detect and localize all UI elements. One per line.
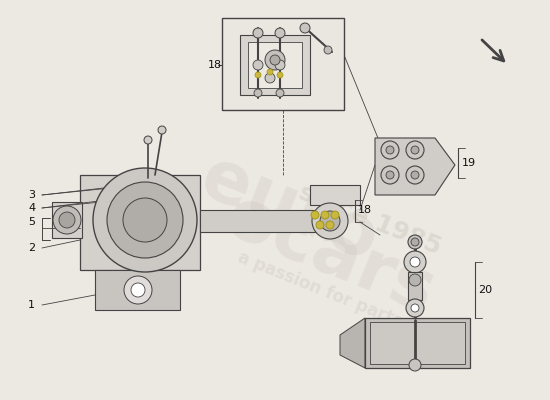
Text: 20: 20	[478, 285, 492, 295]
Polygon shape	[365, 318, 470, 368]
Circle shape	[411, 238, 419, 246]
Text: 2: 2	[28, 243, 35, 253]
Circle shape	[406, 166, 424, 184]
Circle shape	[267, 69, 273, 75]
Circle shape	[406, 299, 424, 317]
Circle shape	[321, 211, 329, 219]
Text: euro: euro	[191, 143, 389, 277]
Circle shape	[326, 221, 334, 229]
Circle shape	[410, 257, 420, 267]
Circle shape	[53, 206, 81, 234]
Bar	[52, 202, 82, 238]
Circle shape	[324, 46, 332, 54]
Circle shape	[253, 28, 263, 38]
Circle shape	[255, 72, 261, 78]
Polygon shape	[200, 210, 330, 232]
Bar	[408, 272, 422, 300]
Circle shape	[409, 359, 421, 371]
Text: a passion for parts: a passion for parts	[235, 249, 405, 331]
Circle shape	[411, 146, 419, 154]
Polygon shape	[248, 42, 302, 88]
Text: 3: 3	[28, 190, 35, 200]
Circle shape	[300, 23, 310, 33]
Polygon shape	[370, 322, 465, 364]
Polygon shape	[375, 138, 455, 195]
Circle shape	[277, 72, 283, 78]
Circle shape	[254, 89, 262, 97]
Text: 18: 18	[208, 60, 222, 70]
Circle shape	[409, 274, 421, 286]
Circle shape	[312, 203, 348, 239]
Circle shape	[320, 211, 340, 231]
Circle shape	[131, 283, 145, 297]
Circle shape	[316, 221, 324, 229]
Circle shape	[123, 198, 167, 242]
Circle shape	[404, 251, 426, 273]
Circle shape	[124, 276, 152, 304]
Circle shape	[93, 168, 197, 272]
Circle shape	[381, 166, 399, 184]
Text: 1: 1	[28, 300, 35, 310]
Circle shape	[331, 211, 339, 219]
Circle shape	[275, 28, 285, 38]
Polygon shape	[95, 270, 180, 310]
Circle shape	[107, 182, 183, 258]
Circle shape	[411, 304, 419, 312]
Text: ocars: ocars	[215, 182, 445, 328]
Polygon shape	[240, 35, 310, 95]
Circle shape	[408, 235, 422, 249]
Circle shape	[276, 89, 284, 97]
Circle shape	[158, 126, 166, 134]
Polygon shape	[80, 175, 200, 270]
Polygon shape	[340, 318, 365, 368]
Circle shape	[386, 146, 394, 154]
Circle shape	[59, 212, 75, 228]
Text: since 1985: since 1985	[295, 180, 445, 260]
Circle shape	[253, 60, 263, 70]
Text: 5: 5	[28, 217, 35, 227]
Circle shape	[411, 171, 419, 179]
Text: 4: 4	[28, 203, 35, 213]
Circle shape	[265, 73, 275, 83]
Circle shape	[270, 55, 280, 65]
Circle shape	[406, 141, 424, 159]
Circle shape	[144, 136, 152, 144]
Circle shape	[275, 60, 285, 70]
Polygon shape	[310, 185, 360, 205]
Circle shape	[265, 50, 285, 70]
Circle shape	[311, 211, 319, 219]
Text: 18: 18	[358, 205, 372, 215]
Bar	[222, 18, 344, 110]
Circle shape	[381, 141, 399, 159]
Text: 19: 19	[462, 158, 476, 168]
Circle shape	[386, 171, 394, 179]
